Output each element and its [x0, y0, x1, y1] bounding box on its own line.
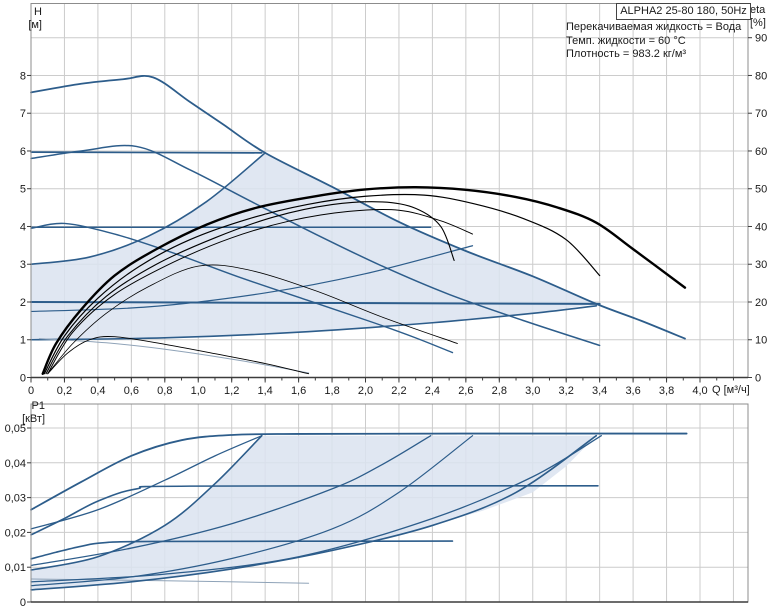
x-tick-label: 2,8: [492, 385, 507, 397]
curve-eta-min: [47, 336, 310, 375]
curve-p1-speed-1: [30, 540, 454, 560]
y-right-tick-label: 20: [755, 297, 767, 309]
duty-range-field: [31, 152, 597, 340]
curve-speed-2-qh: [30, 144, 601, 347]
y-left-tick-label: 3: [20, 259, 26, 271]
y-left-tick-label: 5: [20, 184, 26, 196]
y-right-tick-label: 70: [755, 108, 767, 120]
info-line-density: Плотность = 983.2 кг/м³: [566, 48, 687, 60]
curve-eta-mid-setting: [47, 264, 458, 375]
h-axis-label: H [м]: [14, 6, 42, 32]
pump-model-text: ALPHA2 25-80 180, 50Hz: [620, 5, 747, 17]
curve-speed-1-qh: [30, 222, 454, 354]
y-left-tick-label: 0,04: [5, 458, 26, 470]
y-left-tick-label: 0,03: [5, 493, 26, 505]
y-left-tick-label: 7: [20, 108, 26, 120]
y-right-tick-label: 80: [755, 70, 767, 82]
p1-axis-label: P1 [кВт]: [14, 400, 45, 426]
y-left-tick-label: 4: [20, 221, 26, 233]
y-left-tick-label: 0,05: [5, 423, 26, 435]
h-axis-symbol: H: [34, 6, 42, 18]
curve-speed-3-qh: [30, 75, 686, 340]
x-tick-label: 2,4: [425, 385, 440, 397]
curve-p1-prop-pressure-low: [30, 434, 598, 591]
x-tick-label: 3,8: [659, 385, 674, 397]
duty-range-power-field: [31, 435, 597, 590]
curve-eta-speed-2: [43, 193, 601, 375]
y-left-tick-label: 8: [20, 70, 26, 82]
x-tick-label: 3,0: [525, 385, 540, 397]
x-tick-label: 4,0: [692, 385, 707, 397]
x-tick-label: 1,0: [191, 385, 206, 397]
curve-p1-speed-3: [30, 432, 688, 511]
eta-axis-symbol: eta: [750, 4, 766, 16]
x-tick-label: 1,4: [258, 385, 273, 397]
y-left-tick-label: 0: [20, 373, 26, 385]
q-axis-label: Q [м³/ч]: [712, 384, 750, 397]
curve-eta-prop-mid: [47, 208, 474, 375]
curve-p1-prop-pressure-high: [30, 434, 263, 571]
x-tick-label: 0,2: [57, 385, 72, 397]
info-line-liquid: Перекачиваемая жидкость = Вода: [566, 21, 742, 33]
x-tick-label: 1,8: [324, 385, 339, 397]
curve-p1-prop-pressure-mid: [30, 435, 474, 587]
curve-p1-speed-2: [30, 484, 599, 536]
x-tick-label: 3,6: [625, 385, 640, 397]
y-right-tick-label: 60: [755, 146, 767, 158]
x-tick-label: 2,2: [391, 385, 406, 397]
p1-axis-symbol: P1: [31, 400, 45, 412]
y-right-tick-label: 40: [755, 221, 767, 233]
y-right-tick-label: 50: [755, 184, 767, 196]
curve-min-speed-qh: [38, 338, 310, 374]
x-tick-label: 0,4: [90, 385, 105, 397]
y-right-tick-label: 30: [755, 259, 767, 271]
y-left-tick-label: 6: [20, 146, 26, 158]
y-left-tick-label: 0,02: [5, 527, 26, 539]
liquid-info-box: Перекачиваемая жидкость = Вода Темп. жид…: [566, 21, 741, 62]
eta-axis-unit: [%]: [750, 17, 766, 29]
x-tick-label: 1,2: [224, 385, 239, 397]
x-tick-label: 1,6: [291, 385, 306, 397]
info-line-temperature: Темп. жидкости = 60 °C: [566, 34, 686, 47]
curve-prop-pressure-mid: [30, 245, 474, 313]
q-axis-text: Q [м³/ч]: [712, 384, 750, 396]
x-tick-label: 3,4: [592, 385, 607, 397]
x-tick-label: 0,6: [124, 385, 139, 397]
curve-p1-min-speed: [30, 578, 310, 584]
y-left-tick-label: 0: [20, 597, 26, 609]
x-tick-label: 0,8: [157, 385, 172, 397]
curve-eta-max: [41, 186, 687, 375]
y-left-tick-label: 2: [20, 297, 26, 309]
x-tick-label: 2,6: [458, 385, 473, 397]
y-right-tick-label: 10: [755, 335, 767, 347]
eta-axis-label: eta [%]: [750, 4, 774, 30]
curve-prop-pressure-low: [30, 304, 598, 341]
y-left-tick-label: 0,01: [5, 562, 26, 574]
y-right-tick-label: 90: [755, 33, 767, 45]
p1-axis-unit: [кВт]: [22, 413, 45, 425]
curve-prop-pressure-high: [30, 152, 266, 266]
x-tick-label: 2,0: [358, 385, 373, 397]
h-axis-unit: [м]: [28, 19, 42, 31]
pump-model-title: ALPHA2 25-80 180, 50Hz: [616, 3, 751, 20]
curve-eta-speed-1: [45, 201, 455, 375]
x-tick-label: 3,2: [559, 385, 574, 397]
x-tick-label: 0: [28, 385, 34, 397]
y-right-tick-label: 0: [755, 373, 761, 385]
curve-p1-const-pressure-6m: [30, 435, 263, 530]
y-left-tick-label: 1: [20, 335, 26, 347]
